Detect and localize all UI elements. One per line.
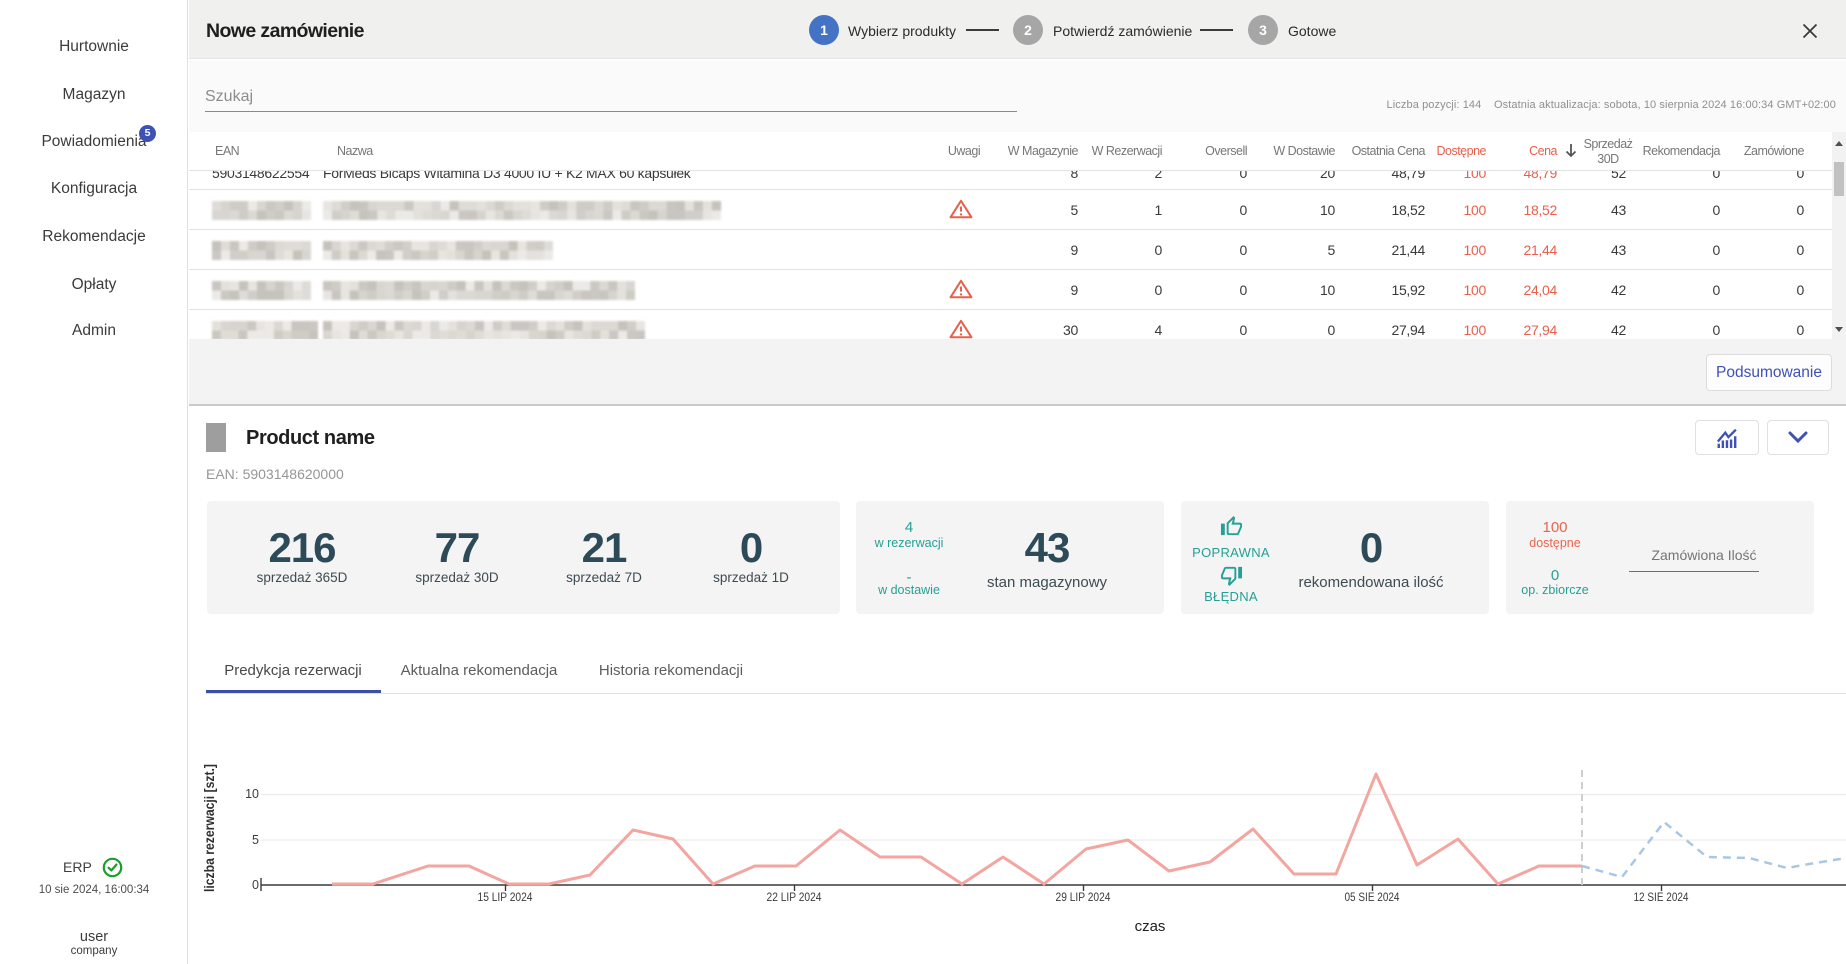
- svg-text:0: 0: [252, 878, 259, 892]
- svg-text:29 LIP 2024: 29 LIP 2024: [1056, 890, 1111, 904]
- svg-text:05 SIE 2024: 05 SIE 2024: [1345, 890, 1400, 904]
- svg-text:liczba rezerwacji [szt.]: liczba rezerwacji [szt.]: [201, 764, 217, 892]
- svg-text:22 LIP 2024: 22 LIP 2024: [767, 890, 822, 904]
- svg-text:10: 10: [245, 787, 259, 801]
- svg-text:czas: czas: [1135, 918, 1166, 935]
- svg-text:15 LIP 2024: 15 LIP 2024: [478, 890, 533, 904]
- svg-text:5: 5: [252, 833, 259, 847]
- svg-text:12 SIE 2024: 12 SIE 2024: [1634, 890, 1689, 904]
